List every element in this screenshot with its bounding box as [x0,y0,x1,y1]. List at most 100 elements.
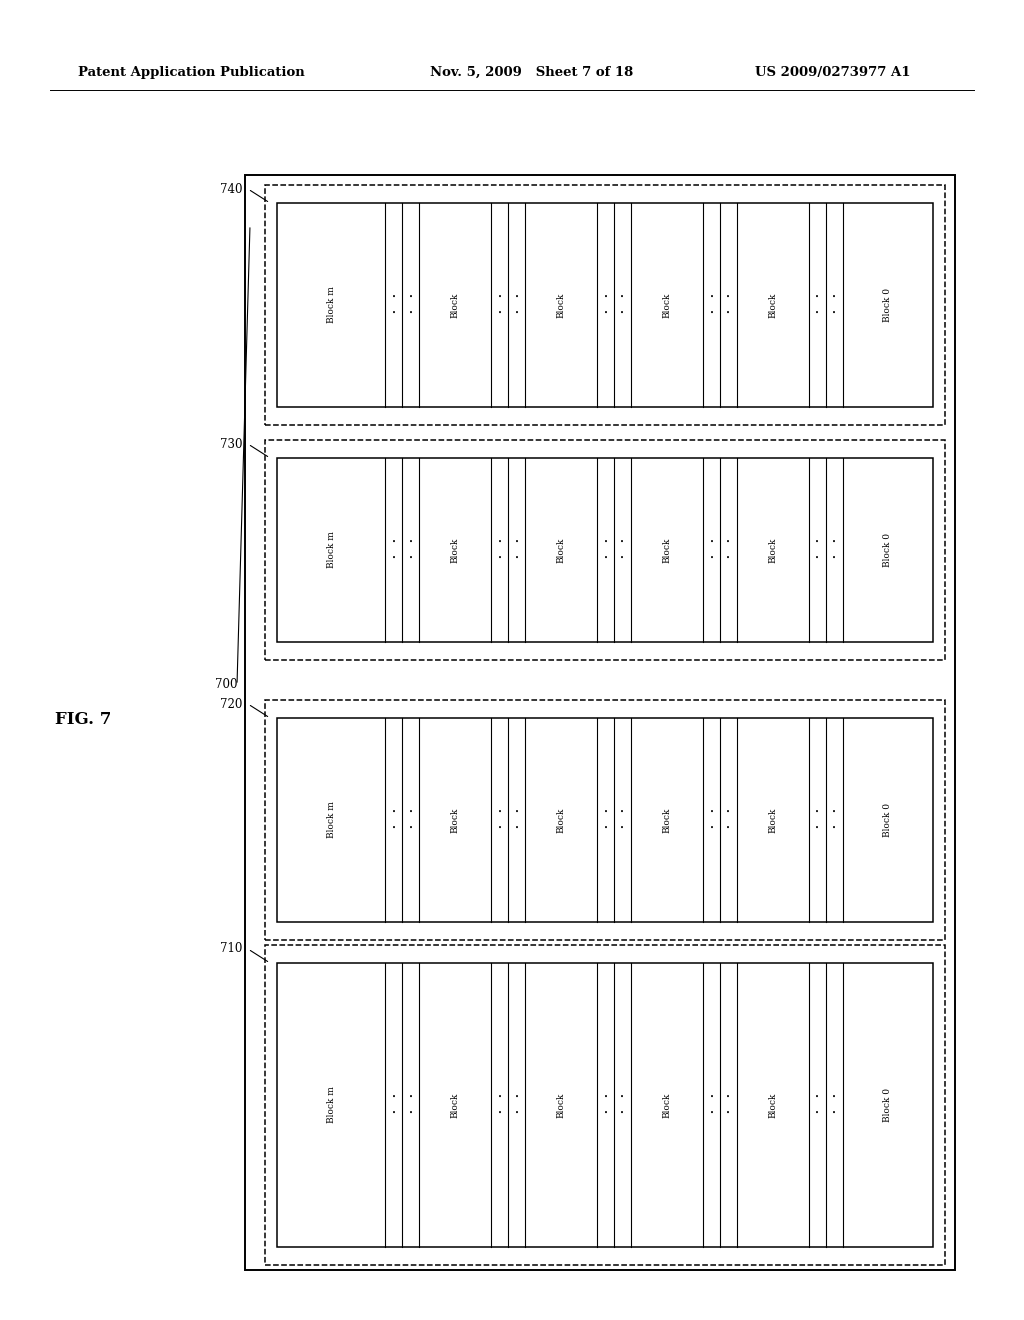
Text: •: • [603,1109,607,1117]
Text: •: • [409,1093,413,1101]
Text: 710: 710 [220,942,243,956]
Text: •: • [409,1109,413,1117]
Text: •: • [710,554,714,562]
Text: Block: Block [768,292,777,318]
Text: •: • [815,824,819,832]
Text: Block m: Block m [327,801,336,838]
Text: Block: Block [768,537,777,562]
Bar [278,203,933,407]
Text: Block: Block [451,808,460,833]
Text: US 2009/0273977 A1: US 2009/0273977 A1 [755,66,910,78]
Text: 730: 730 [220,437,243,450]
Text: •: • [726,824,730,832]
Text: •: • [392,808,395,816]
Text: •: • [392,554,395,562]
Text: •: • [833,824,837,832]
Text: •: • [514,1109,518,1117]
Text: •: • [409,554,413,562]
Text: •: • [514,554,518,562]
Text: 740: 740 [220,182,243,195]
Text: •: • [498,539,502,546]
Text: •: • [833,539,837,546]
Text: •: • [514,1093,518,1101]
Text: •: • [726,554,730,562]
Text: •: • [514,293,518,301]
Text: •: • [621,1093,625,1101]
Text: •: • [514,808,518,816]
Bar [265,440,945,660]
Text: Block: Block [557,537,565,562]
Text: •: • [815,554,819,562]
Text: •: • [603,539,607,546]
Text: •: • [498,293,502,301]
Text: •: • [833,1109,837,1117]
Bar [278,458,933,642]
Text: •: • [621,309,625,317]
Text: •: • [621,554,625,562]
Text: •: • [710,539,714,546]
Text: Block m: Block m [327,532,336,569]
Text: Block: Block [557,1093,565,1118]
Text: •: • [710,309,714,317]
Bar [265,700,945,940]
Text: •: • [498,808,502,816]
Text: •: • [603,293,607,301]
Text: •: • [603,309,607,317]
Text: Nov. 5, 2009   Sheet 7 of 18: Nov. 5, 2009 Sheet 7 of 18 [430,66,633,78]
Text: •: • [833,309,837,317]
Text: •: • [603,554,607,562]
Text: •: • [603,1093,607,1101]
Text: Block m: Block m [327,286,336,323]
Text: •: • [621,808,625,816]
Text: •: • [498,1093,502,1101]
Bar [278,718,933,921]
Bar [245,176,955,1270]
Text: •: • [833,1093,837,1101]
Text: •: • [392,824,395,832]
Text: •: • [726,1093,730,1101]
Bar [278,964,933,1247]
Text: •: • [710,293,714,301]
Text: 720: 720 [220,697,243,710]
Text: •: • [726,539,730,546]
Text: •: • [514,309,518,317]
Text: •: • [815,309,819,317]
Text: •: • [498,1109,502,1117]
Text: •: • [498,824,502,832]
Text: Block: Block [451,292,460,318]
Text: •: • [514,539,518,546]
Text: •: • [710,1109,714,1117]
Bar [265,945,945,1265]
Text: •: • [603,824,607,832]
Text: •: • [726,293,730,301]
Text: •: • [392,1109,395,1117]
Text: •: • [833,293,837,301]
Bar [265,185,945,425]
Text: Block: Block [768,808,777,833]
Text: •: • [498,309,502,317]
Text: •: • [409,539,413,546]
Text: •: • [603,808,607,816]
Text: •: • [621,824,625,832]
Text: •: • [815,1093,819,1101]
Text: •: • [409,293,413,301]
Text: •: • [815,293,819,301]
Text: •: • [710,808,714,816]
Text: •: • [815,539,819,546]
Text: •: • [409,309,413,317]
Text: Block: Block [663,1093,672,1118]
Text: Block: Block [663,808,672,833]
Text: Patent Application Publication: Patent Application Publication [78,66,305,78]
Text: Block m: Block m [327,1086,336,1123]
Text: •: • [621,1109,625,1117]
Text: Block 0: Block 0 [884,803,892,837]
Text: Block: Block [451,537,460,562]
Text: •: • [392,539,395,546]
Text: •: • [621,293,625,301]
Text: •: • [514,824,518,832]
Text: Block 0: Block 0 [884,1088,892,1122]
Text: Block 0: Block 0 [884,288,892,322]
Text: •: • [409,808,413,816]
Text: •: • [726,808,730,816]
Text: Block: Block [557,292,565,318]
